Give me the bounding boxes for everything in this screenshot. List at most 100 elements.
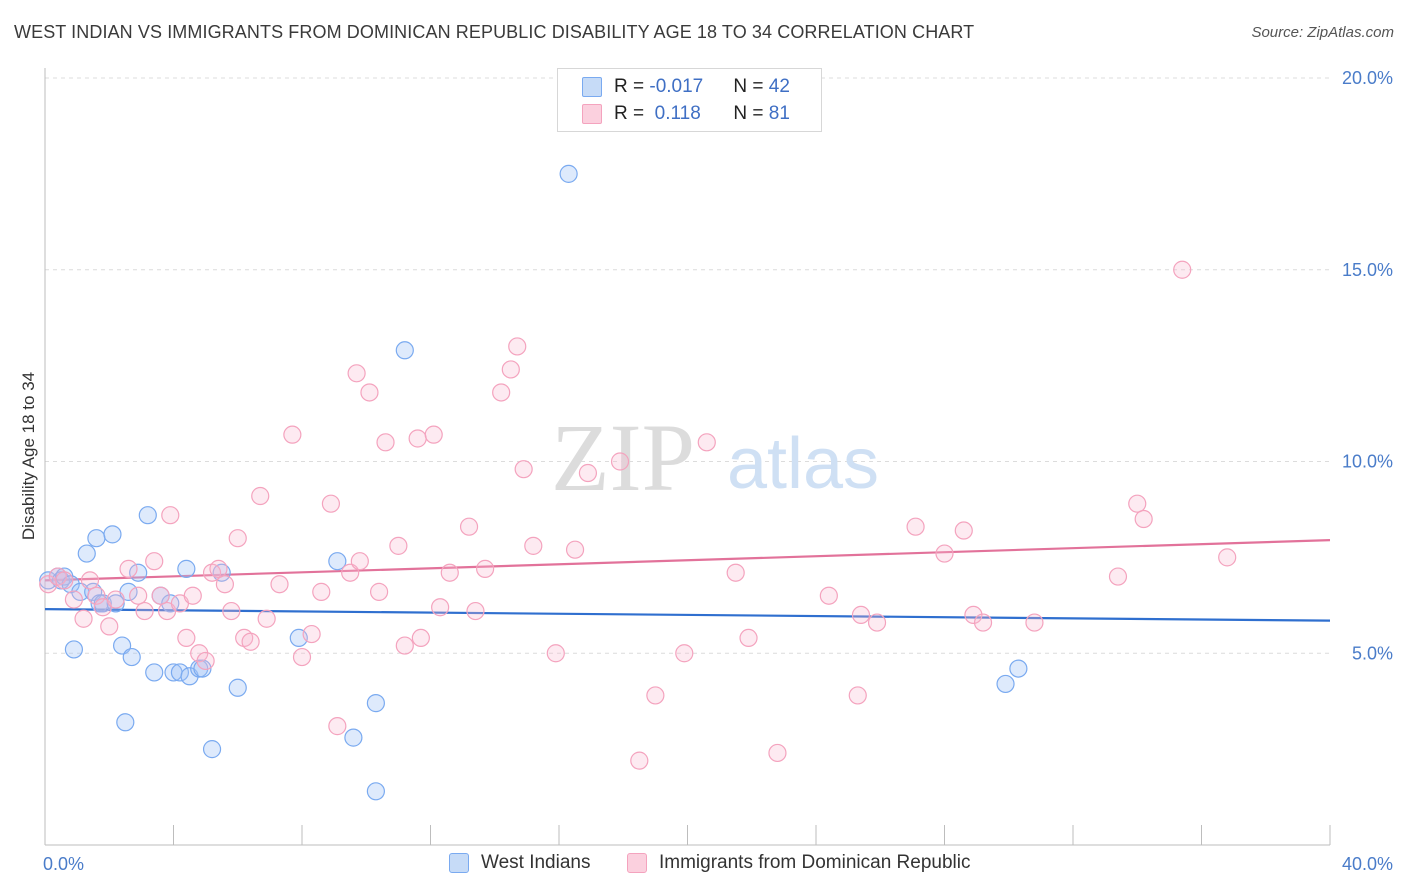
dominican-point	[1128, 494, 1147, 513]
legend-n-value: 42	[768, 76, 790, 97]
dominican-point	[270, 575, 289, 594]
dominican-point	[726, 563, 745, 582]
west-indians-point	[129, 563, 148, 582]
west-indians-point	[116, 713, 135, 732]
dominican-point	[431, 598, 450, 617]
dominican-point	[215, 575, 234, 594]
west-indians-point	[64, 640, 84, 659]
dominican-point	[1218, 548, 1237, 567]
dominican-point	[389, 536, 408, 555]
west-indians-point	[122, 647, 141, 667]
dominican-point	[565, 540, 585, 559]
dominican-point	[411, 628, 430, 648]
dominican-point	[501, 360, 520, 379]
dominican-point	[328, 717, 347, 736]
west-indians-point	[87, 529, 106, 548]
legend-row-dominican: R = 0.118 N = 81	[582, 101, 790, 127]
series-label: Immigrants from Dominican Republic	[659, 852, 971, 873]
legend-r-label: R =	[614, 103, 650, 124]
dominican-point	[1134, 509, 1153, 529]
dominican-point	[228, 529, 247, 548]
dominican-point	[819, 586, 838, 605]
dominican-point	[347, 364, 366, 383]
dominican-point	[1025, 613, 1044, 632]
chart-source: Source: ZipAtlas.com	[1251, 24, 1394, 41]
series-legend-west-indians: West Indians	[449, 852, 590, 874]
dominican-point	[64, 590, 84, 609]
dominican-point	[106, 590, 125, 609]
dominican-point	[119, 559, 138, 578]
west-indians-point	[328, 552, 347, 571]
dominican-point	[492, 383, 511, 402]
dominican-trend-line	[44, 539, 1331, 582]
west-indians-point	[177, 559, 196, 578]
dominican-point	[87, 586, 106, 605]
y-axis-title: Disability Age 18 to 34	[19, 372, 38, 540]
dominican-point	[129, 586, 148, 605]
dominican-point	[906, 517, 925, 536]
legend-r-value: -0.017	[649, 76, 704, 97]
dominican-point	[251, 486, 270, 506]
dominican-point	[312, 582, 331, 601]
dominican-point	[80, 571, 100, 590]
west-indians-point	[996, 674, 1015, 694]
dominican-point	[161, 506, 180, 525]
dominican-point	[145, 552, 164, 571]
grid-lines	[45, 77, 1330, 654]
dominican-point	[360, 383, 379, 402]
dominican-point	[851, 605, 871, 625]
series-label: West Indians	[481, 852, 591, 873]
x-tick-label: 40.0%	[1342, 854, 1393, 874]
west-indians-point	[1009, 659, 1028, 678]
y-tick-label: 10.0%	[1342, 452, 1393, 472]
west-indians-point	[366, 782, 385, 801]
dominican-point	[408, 429, 427, 448]
dominican-point	[459, 517, 479, 536]
dominican-point	[514, 460, 533, 479]
dominican-point	[302, 624, 321, 644]
dominican-point	[395, 636, 414, 655]
legend-swatch-blue	[582, 77, 602, 97]
dominican-point	[151, 586, 170, 605]
dominican-point	[370, 582, 389, 601]
legend-n-label: N =	[733, 76, 769, 97]
series-swatch-blue	[449, 853, 469, 873]
dominican-point	[321, 494, 341, 513]
dominican-point	[675, 644, 694, 663]
dominican-point	[257, 609, 276, 628]
tick-labels: 5.0% 10.0% 15.0% 20.0% 0.0% 40.0%	[43, 68, 1393, 874]
series-legend-dominican: Immigrants from Dominican Republic	[627, 852, 971, 874]
west-indians-point	[103, 525, 122, 544]
dominican-point	[508, 337, 527, 356]
dominican-point	[177, 628, 196, 648]
series-swatch-pink	[627, 853, 647, 873]
y-tick-label: 5.0%	[1352, 643, 1393, 663]
dominican-point	[283, 425, 302, 444]
dominican-point	[100, 617, 119, 636]
dominican-point	[1173, 260, 1192, 279]
x-tick-label: 0.0%	[43, 854, 84, 874]
west-indians-point	[366, 694, 385, 713]
dominican-point	[546, 644, 565, 663]
west-indians-point	[228, 678, 247, 697]
dominican-point	[578, 463, 598, 483]
dominican-point	[135, 601, 154, 621]
legend-n-label: N =	[733, 103, 769, 124]
legend-r-value: 0.118	[649, 103, 701, 124]
dominican-point	[222, 601, 241, 621]
axes	[44, 68, 1331, 846]
dominican-point	[768, 743, 787, 763]
watermark-zip: ZIP	[551, 404, 695, 511]
west-indians-point	[202, 740, 222, 759]
dominican-point	[196, 651, 215, 671]
dominican-point	[1108, 567, 1128, 586]
dominican-point	[424, 425, 443, 444]
dominican-point	[476, 559, 495, 578]
west-indians-point	[77, 544, 96, 563]
y-tick-label: 20.0%	[1342, 68, 1393, 88]
dominican-point	[466, 601, 485, 621]
y-tick-label: 15.0%	[1342, 260, 1393, 280]
west-indians-point	[145, 663, 164, 682]
west-indians-point	[559, 164, 578, 183]
